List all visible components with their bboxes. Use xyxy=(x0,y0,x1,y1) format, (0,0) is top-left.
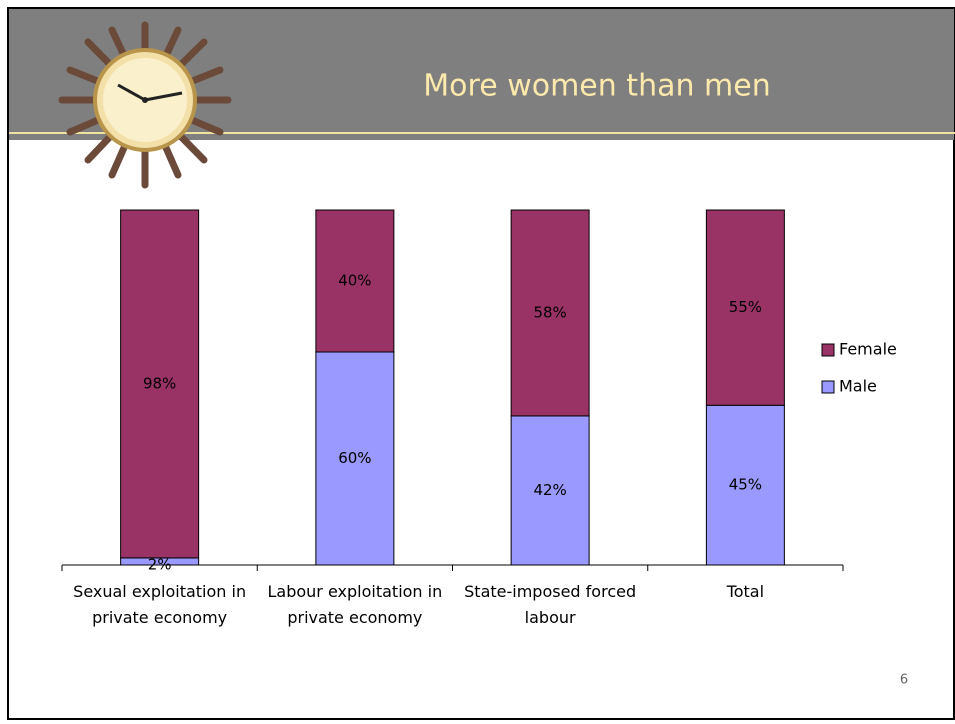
data-label: 55% xyxy=(729,298,762,316)
x-tick-label-box: Labour exploitation in private economy xyxy=(267,582,443,627)
legend-label: Male xyxy=(839,377,877,396)
x-tick-label: State-imposed forced labour xyxy=(464,582,637,627)
clock-icon xyxy=(58,21,232,189)
data-label: 2% xyxy=(148,555,172,573)
x-tick-label-box: Total xyxy=(726,582,765,601)
bar-segment xyxy=(705,404,785,566)
data-label: 60% xyxy=(338,449,371,467)
data-label: 40% xyxy=(338,272,371,290)
data-label: 58% xyxy=(533,303,566,321)
data-label: 45% xyxy=(729,476,762,494)
bar-segment xyxy=(315,351,395,566)
data-label: 98% xyxy=(143,374,176,392)
page-number: 6 xyxy=(900,673,908,688)
bar-segment xyxy=(315,209,395,353)
data-label: 42% xyxy=(533,481,566,499)
chart-title: More women than men xyxy=(423,69,770,104)
legend-swatch xyxy=(821,343,835,357)
x-tick-label-box: Sexual exploitation in private economy xyxy=(73,582,247,627)
x-tick-label: Sexual exploitation in private economy xyxy=(73,582,247,627)
x-tick-label: Labour exploitation in private economy xyxy=(267,582,443,627)
legend-label: Female xyxy=(839,340,897,359)
bar-segment xyxy=(705,209,785,406)
bar-segment xyxy=(120,209,200,559)
legend-swatch xyxy=(821,380,835,394)
x-tick-label: Total xyxy=(726,582,765,601)
x-tick-label-box: State-imposed forced labour xyxy=(464,582,637,627)
bar-segment xyxy=(510,415,590,566)
bar-segment xyxy=(510,209,590,417)
